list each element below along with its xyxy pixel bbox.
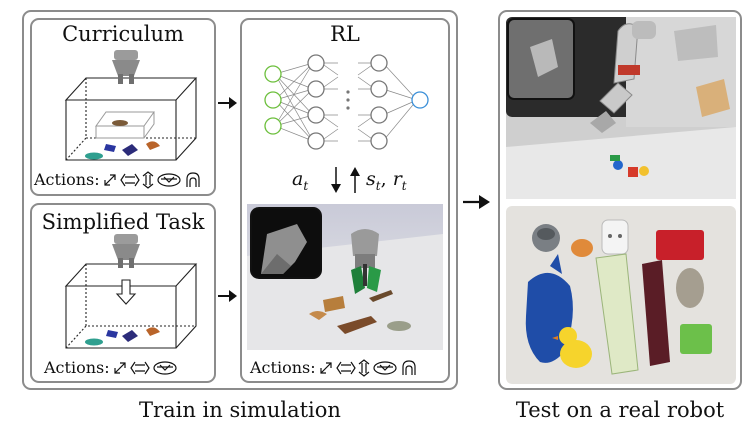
vertical-move-icon	[358, 358, 369, 377]
hidden-node	[370, 132, 388, 150]
vertical-move-icon	[142, 170, 153, 189]
observation-reward-label: st, rt	[366, 168, 407, 193]
hidden-node	[307, 132, 325, 150]
rotate-gripper-icon	[153, 360, 177, 375]
simplified-task-actions: Actions:	[44, 358, 178, 377]
curriculum-actions: Actions:	[34, 170, 202, 189]
neural-network	[264, 54, 429, 150]
gripper-icon	[112, 50, 140, 84]
horizontal-move-icon	[119, 173, 140, 186]
ellipsis-dots	[346, 90, 350, 110]
simplified-to-rl-arrow	[218, 290, 237, 302]
rl-actions: Actions:	[250, 358, 418, 377]
hidden-node	[370, 106, 388, 124]
hidden-node	[307, 80, 325, 98]
actions-label: Actions:	[44, 358, 110, 377]
hidden-node	[370, 54, 388, 72]
diagonal-move-icon	[114, 361, 126, 374]
observation-up-arrow	[350, 167, 360, 193]
objects-photo	[506, 206, 736, 384]
input-node	[264, 117, 282, 135]
real-robot-photo	[506, 17, 736, 199]
actions-label: Actions:	[250, 358, 316, 377]
curriculum-scene	[64, 50, 198, 161]
action-down-arrow	[331, 167, 341, 193]
horizontal-move-icon	[129, 361, 150, 374]
curriculum-panel	[30, 18, 216, 196]
hidden-node	[307, 54, 325, 72]
hidden-node	[370, 80, 388, 98]
horizontal-move-icon	[335, 361, 356, 374]
output-node	[411, 91, 429, 109]
robot-arm-icon	[590, 21, 718, 133]
action-label: at	[292, 168, 309, 193]
diagonal-move-icon	[320, 361, 332, 374]
rl-title: RL	[330, 22, 360, 46]
gripper-icon	[112, 234, 140, 268]
diagonal-move-icon	[104, 173, 116, 186]
sim-to-real-arrow	[463, 195, 490, 209]
simulation-caption: Train in simulation	[139, 398, 341, 422]
real-robot-caption: Test on a real robot	[515, 398, 725, 422]
input-node	[264, 91, 282, 109]
simplified-task-title: Simplified Task	[41, 210, 205, 234]
curriculum-title: Curriculum	[62, 22, 184, 46]
hidden-node	[307, 106, 325, 124]
grasp-icon	[186, 171, 200, 187]
sim-gripper-icon	[351, 229, 381, 294]
rotate-gripper-icon	[157, 172, 181, 187]
rotate-gripper-icon	[373, 360, 397, 375]
grasp-icon	[402, 359, 416, 375]
simplified-task-scene	[64, 234, 198, 349]
simulation-render	[247, 204, 443, 350]
actions-label: Actions:	[34, 170, 100, 189]
curriculum-to-rl-arrow	[218, 97, 237, 109]
input-node	[264, 65, 282, 83]
